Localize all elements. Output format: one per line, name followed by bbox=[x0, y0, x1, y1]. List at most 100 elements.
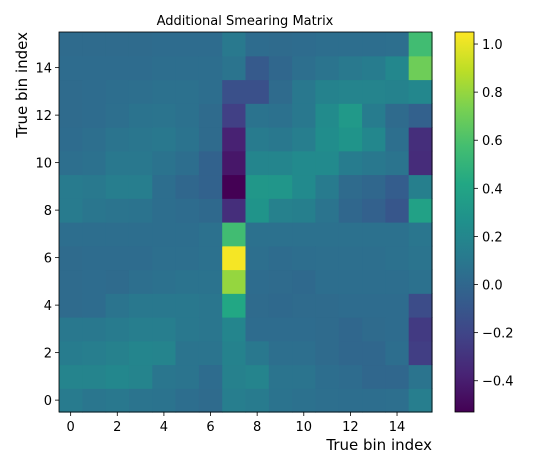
heatmap-cell-x5-y9 bbox=[175, 174, 200, 199]
heatmap-cell-x10-y12 bbox=[292, 103, 317, 128]
heatmap-cell-x1-y3 bbox=[82, 317, 107, 342]
heatmap-cell-x11-y7 bbox=[315, 222, 340, 247]
heatmap-cell-x7-y6 bbox=[222, 245, 247, 271]
heatmap-cell-x12-y4 bbox=[338, 293, 363, 318]
heatmap-cell-x11-y11 bbox=[315, 127, 340, 152]
heatmap-cell-x14-y2 bbox=[385, 340, 410, 366]
x-axis-label: True bin index bbox=[325, 436, 432, 454]
heatmap-cell-x6-y1 bbox=[198, 364, 223, 389]
heatmap-cell-x0-y2 bbox=[59, 340, 83, 366]
heatmap-cell-x15-y6 bbox=[408, 245, 433, 271]
heatmap-cell-x3-y3 bbox=[128, 317, 153, 342]
heatmap-cell-x13-y6 bbox=[362, 245, 386, 271]
heatmap-cell-x13-y8 bbox=[362, 198, 386, 223]
heatmap-cell-x3-y5 bbox=[128, 269, 153, 294]
heatmap-cell-x12-y13 bbox=[338, 79, 363, 104]
x-tick-label: 0 bbox=[67, 420, 75, 435]
heatmap-cell-x8-y0 bbox=[245, 388, 270, 413]
heatmap-cell-x15-y13 bbox=[408, 79, 433, 104]
heatmap-cell-x15-y1 bbox=[408, 364, 433, 389]
y-tick-label: 2 bbox=[44, 347, 52, 362]
heatmap-cell-x14-y13 bbox=[385, 79, 410, 104]
heatmap-cell-x14-y5 bbox=[385, 269, 410, 294]
heatmap-cell-x8-y13 bbox=[245, 79, 270, 104]
heatmap-cell-x3-y15 bbox=[128, 32, 153, 57]
heatmap-cell-x9-y1 bbox=[268, 364, 293, 389]
heatmap-cell-x2-y1 bbox=[105, 364, 130, 389]
heatmap-cell-x0-y1 bbox=[59, 364, 83, 389]
heatmap-cell-x1-y11 bbox=[82, 127, 107, 152]
heatmap-cell-x15-y15 bbox=[408, 32, 433, 57]
y-tick-label: 4 bbox=[44, 299, 52, 314]
heatmap-cell-x12-y2 bbox=[338, 340, 363, 366]
heatmap-cell-x11-y2 bbox=[315, 340, 340, 366]
heatmap-cell-x4-y11 bbox=[152, 127, 177, 152]
heatmap-cell-x9-y10 bbox=[268, 150, 293, 176]
heatmap-cell-x11-y8 bbox=[315, 198, 340, 223]
heatmap-cell-x2-y11 bbox=[105, 127, 130, 152]
heatmap-cell-x6-y4 bbox=[198, 293, 223, 318]
heatmap-cell-x13-y2 bbox=[362, 340, 386, 366]
heatmap-cell-x13-y7 bbox=[362, 222, 386, 247]
heatmap-cell-x6-y0 bbox=[198, 388, 223, 413]
heatmap-cell-x4-y14 bbox=[152, 55, 177, 81]
heatmap-cell-x8-y8 bbox=[245, 198, 270, 223]
heatmap-cell-x6-y14 bbox=[198, 55, 223, 81]
heatmap-cell-x10-y11 bbox=[292, 127, 317, 152]
heatmap-cell-x8-y12 bbox=[245, 103, 270, 128]
heatmap-cell-x2-y2 bbox=[105, 340, 130, 366]
heatmap-cell-x15-y12 bbox=[408, 103, 433, 128]
heatmap-cell-x2-y15 bbox=[105, 32, 130, 57]
heatmap-cell-x13-y1 bbox=[362, 364, 386, 389]
heatmap-cell-x9-y0 bbox=[268, 388, 293, 413]
heatmap-cell-x0-y15 bbox=[59, 32, 83, 57]
heatmap-cell-x5-y14 bbox=[175, 55, 200, 81]
heatmap-cell-x11-y9 bbox=[315, 174, 340, 199]
heatmap-cell-x10-y2 bbox=[292, 340, 317, 366]
heatmap-cell-x3-y6 bbox=[128, 245, 153, 271]
heatmap-cell-x1-y5 bbox=[82, 269, 107, 294]
heatmap-cell-x10-y4 bbox=[292, 293, 317, 318]
heatmap-cell-x5-y8 bbox=[175, 198, 200, 223]
heatmap-cell-x15-y0 bbox=[408, 388, 433, 413]
heatmap-cell-x6-y10 bbox=[198, 150, 223, 176]
heatmap-cell-x12-y14 bbox=[338, 55, 363, 81]
heatmap-cell-x0-y11 bbox=[59, 127, 83, 152]
x-tick-label: 4 bbox=[160, 420, 168, 435]
heatmap-cell-x1-y2 bbox=[82, 340, 107, 366]
heatmap-cell-x8-y7 bbox=[245, 222, 270, 247]
heatmap-cells bbox=[59, 32, 433, 413]
heatmap-cell-x7-y0 bbox=[222, 388, 247, 413]
heatmap-cell-x14-y10 bbox=[385, 150, 410, 176]
heatmap-cell-x3-y12 bbox=[128, 103, 153, 128]
heatmap-cell-x3-y11 bbox=[128, 127, 153, 152]
heatmap-cell-x8-y11 bbox=[245, 127, 270, 152]
heatmap-cell-x6-y3 bbox=[198, 317, 223, 342]
heatmap-cell-x7-y15 bbox=[222, 32, 247, 57]
heatmap-cell-x10-y8 bbox=[292, 198, 317, 223]
colorbar-tick-label: 0.6 bbox=[482, 134, 503, 149]
heatmap-cell-x5-y0 bbox=[175, 388, 200, 413]
heatmap-cell-x3-y2 bbox=[128, 340, 153, 366]
heatmap-cell-x12-y5 bbox=[338, 269, 363, 294]
heatmap-cell-x0-y3 bbox=[59, 317, 83, 342]
heatmap-cell-x4-y10 bbox=[152, 150, 177, 176]
heatmap-cell-x5-y1 bbox=[175, 364, 200, 389]
heatmap-cell-x1-y6 bbox=[82, 245, 107, 271]
heatmap-cell-x6-y7 bbox=[198, 222, 223, 247]
heatmap-cell-x14-y1 bbox=[385, 364, 410, 389]
heatmap-cell-x13-y15 bbox=[362, 32, 386, 57]
heatmap-cell-x11-y5 bbox=[315, 269, 340, 294]
heatmap-cell-x7-y12 bbox=[222, 103, 247, 128]
heatmap-cell-x7-y2 bbox=[222, 340, 247, 366]
colorbar-tick-label: 0.2 bbox=[482, 230, 503, 245]
heatmap-cell-x0-y7 bbox=[59, 222, 83, 247]
heatmap-cell-x4-y1 bbox=[152, 364, 177, 389]
heatmap-cell-x1-y14 bbox=[82, 55, 107, 81]
heatmap-cell-x10-y7 bbox=[292, 222, 317, 247]
heatmap-cell-x8-y1 bbox=[245, 364, 270, 389]
heatmap-cell-x4-y0 bbox=[152, 388, 177, 413]
heatmap-cell-x5-y5 bbox=[175, 269, 200, 294]
heatmap-cell-x3-y8 bbox=[128, 198, 153, 223]
